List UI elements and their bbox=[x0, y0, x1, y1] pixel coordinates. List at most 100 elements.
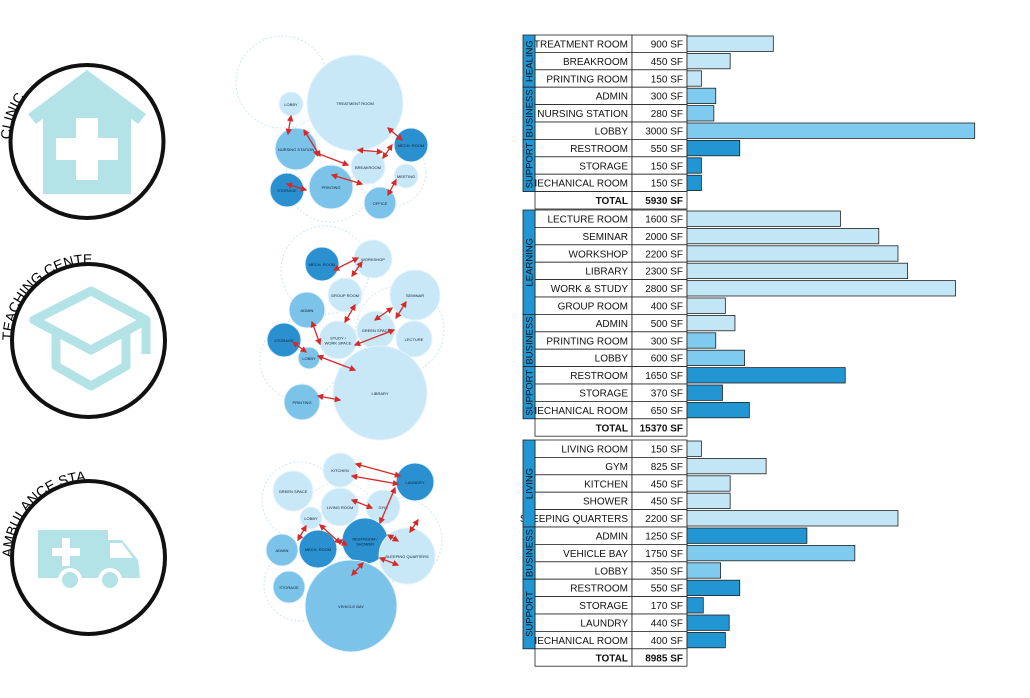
room-name: ADMIN bbox=[596, 92, 628, 103]
room-area: 280 SF bbox=[651, 109, 683, 120]
room-area: 825 SF bbox=[651, 462, 683, 473]
table-row: GROUP ROOM 400 SF bbox=[534, 296, 726, 315]
area-bar bbox=[686, 105, 715, 122]
category-label: BUSINESS bbox=[525, 89, 536, 137]
area-bar bbox=[686, 614, 730, 631]
room-name: RESTROOM bbox=[570, 371, 628, 382]
bubble-label: LIVING ROOM bbox=[327, 505, 354, 510]
room-area: 300 SF bbox=[651, 92, 683, 103]
bubble-admin bbox=[288, 291, 326, 329]
relationship-arrow bbox=[350, 498, 374, 510]
table-row: KITCHEN 450 SF bbox=[534, 474, 731, 493]
area-bar bbox=[686, 245, 899, 262]
area-bar bbox=[686, 314, 736, 332]
room-area: 450 SF bbox=[651, 497, 683, 508]
room-area: 1750 SF bbox=[645, 549, 683, 560]
table-row: LIVING ROOM 150 SF bbox=[534, 439, 702, 458]
bubble-sleeping-quarters bbox=[378, 527, 436, 585]
icon-ring bbox=[10, 262, 167, 419]
room-name: LAUNDRY bbox=[580, 619, 628, 630]
area-bar bbox=[686, 597, 704, 614]
table-row: SEMINAR 2000 SF bbox=[534, 226, 880, 246]
room-area: 450 SF bbox=[651, 479, 683, 490]
room-area: 2200 SF bbox=[645, 514, 683, 525]
room-name: PRINTING ROOM bbox=[546, 74, 628, 85]
relationship-arrow bbox=[332, 257, 360, 271]
room-area: 650 SF bbox=[651, 406, 683, 417]
room-name: STORAGE bbox=[579, 389, 628, 400]
house-cross-icon bbox=[28, 70, 146, 194]
relationship-arrow bbox=[291, 341, 308, 353]
table-row: GYM 825 SF bbox=[534, 456, 767, 476]
room-area: 150 SF bbox=[651, 74, 683, 85]
bubble-diagram-teaching-center: MECH. ROOM WORKSHOP GROUP ROOM SEMINAR ADMIN… bbox=[259, 225, 445, 441]
room-name: LIVING ROOM bbox=[561, 445, 628, 456]
room-area: 1250 SF bbox=[645, 532, 683, 543]
room-area: 150 SF bbox=[651, 445, 683, 456]
bubble-admin bbox=[265, 533, 299, 567]
area-bar bbox=[686, 210, 841, 227]
bubble-label: WORKSHOP bbox=[361, 257, 385, 262]
total-value-cell bbox=[631, 418, 688, 437]
relationship-arrow bbox=[373, 307, 394, 321]
room-name: PRINTING ROOM bbox=[546, 336, 628, 347]
total-value-cell bbox=[631, 191, 688, 210]
room-name: GROUP ROOM bbox=[558, 302, 628, 313]
bubble-label: STORAGE bbox=[274, 338, 294, 343]
relationship-arrow bbox=[351, 260, 363, 278]
bubble-green-space bbox=[272, 470, 314, 512]
table-row: BREAKROOM 450 SF bbox=[534, 52, 731, 71]
bubble-label: GROUP ROOM bbox=[331, 293, 359, 298]
area-bar bbox=[686, 475, 731, 492]
area-bar bbox=[686, 579, 741, 597]
bubble-label: WORK SPACE bbox=[325, 341, 352, 346]
room-area: 900 SF bbox=[651, 40, 683, 51]
room-area: 2000 SF bbox=[645, 232, 683, 243]
room-name: LECTURE ROOM bbox=[547, 215, 628, 226]
room-name: LOBBY bbox=[595, 127, 629, 138]
table-row: LOBBY 600 SF bbox=[534, 348, 745, 368]
table-row: ADMIN 500 SF bbox=[534, 313, 736, 333]
bubble-label: SHOWER bbox=[356, 542, 374, 547]
relationship-arrow bbox=[335, 539, 349, 546]
relationship-arrow bbox=[297, 524, 307, 542]
relationship-arrow bbox=[378, 556, 400, 567]
bubble-label: SEMINAR bbox=[406, 293, 424, 298]
room-area: 2300 SF bbox=[645, 267, 683, 278]
table-row: RESTROOM 550 SF bbox=[534, 138, 741, 158]
area-bar bbox=[686, 87, 717, 104]
bubble-lecture bbox=[395, 320, 433, 358]
bubble-label: STUDY / bbox=[330, 336, 347, 341]
room-name: LOBBY bbox=[595, 566, 629, 577]
bubble-label: SLEEPING QUARTERS bbox=[385, 554, 429, 559]
room-area: 150 SF bbox=[651, 161, 683, 172]
area-bar bbox=[686, 401, 750, 419]
room-area: 370 SF bbox=[651, 389, 683, 400]
room-area: 500 SF bbox=[651, 319, 683, 330]
bubble-label: MECH. ROOM bbox=[305, 547, 331, 552]
area-bar bbox=[686, 70, 702, 87]
area-bar bbox=[686, 227, 880, 245]
total-label: TOTAL bbox=[596, 653, 628, 664]
room-name: RESTROOM bbox=[570, 144, 628, 155]
bubble-label: KITCHEN bbox=[331, 468, 349, 473]
category-label: SUPPORT bbox=[525, 142, 536, 188]
room-name: MECHANICAL ROOM bbox=[529, 179, 628, 190]
room-area: 550 SF bbox=[651, 144, 683, 155]
category-band bbox=[522, 366, 536, 420]
category-label: SUPPORT bbox=[525, 591, 536, 637]
relationship-arrow bbox=[312, 150, 350, 167]
bubble-label: LOBBY bbox=[284, 102, 298, 107]
room-name: SEMINAR bbox=[582, 232, 628, 243]
total-value: 5930 SF bbox=[645, 196, 683, 207]
room-name: WORK & STUDY bbox=[551, 284, 629, 295]
table-row: MECHANICAL ROOM 400 SF bbox=[529, 631, 726, 650]
room-name: LIBRARY bbox=[585, 267, 628, 278]
room-name: LOBBY bbox=[595, 354, 629, 365]
bubble-label: STORAGE bbox=[279, 585, 299, 590]
table-row: LECTURE ROOM 1600 SF bbox=[534, 209, 841, 228]
area-bar bbox=[686, 562, 721, 579]
total-row: TOTAL 8985 SF bbox=[534, 648, 688, 667]
bubble-treatment-room bbox=[306, 54, 404, 152]
